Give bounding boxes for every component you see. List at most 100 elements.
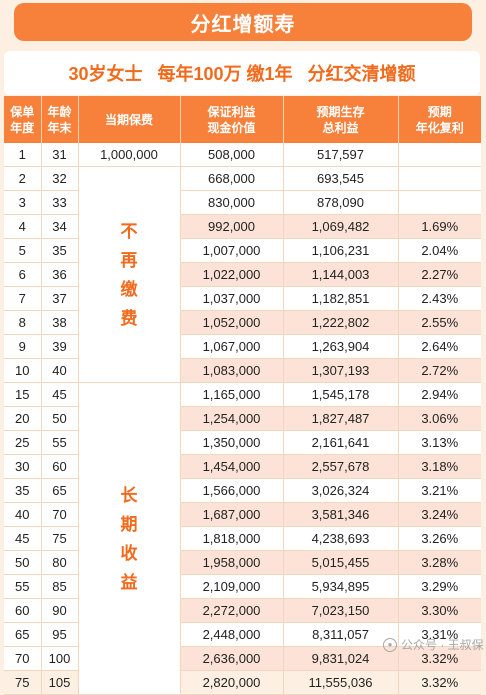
table-row: 30 60 1,454,000 2,557,678 3.18% (4, 454, 481, 479)
cell-cash-value: 2,636,000 (180, 646, 284, 671)
table-row: 15 45 长期收益 1,165,000 1,545,178 2.94% (4, 382, 481, 695)
cell-cash-value: 1,067,000 (180, 334, 284, 359)
cell-year: 75 (4, 670, 42, 695)
cell-age: 100 (41, 646, 79, 671)
cell-age: 80 (41, 550, 79, 575)
cell-annual-rate: 2.64% (398, 334, 481, 359)
cell-year: 55 (4, 574, 42, 599)
cell-survival-total: 2,557,678 (283, 454, 399, 479)
cell-age: 37 (41, 286, 79, 311)
table-row: 70 100 2,636,000 9,831,024 3.32% (4, 646, 481, 671)
cell-survival-total: 1,222,802 (283, 310, 399, 335)
table-row: 6 36 1,022,000 1,144,003 2.27% (4, 262, 481, 287)
cell-year: 7 (4, 286, 42, 311)
cell-cash-value: 1,007,000 (180, 238, 284, 263)
cell-cash-value: 992,000 (180, 214, 284, 239)
cell-year: 40 (4, 502, 42, 527)
cell-survival-total: 3,581,346 (283, 502, 399, 527)
cell-premium: 1,000,000 (78, 143, 181, 167)
table-row: 60 90 2,272,000 7,023,150 3.30% (4, 598, 481, 623)
cell-year: 65 (4, 622, 42, 647)
cell-annual-rate: 3.29% (398, 574, 481, 599)
cell-annual-rate (398, 190, 481, 215)
cell-year: 5 (4, 238, 42, 263)
cell-year: 4 (4, 214, 42, 239)
cell-survival-total: 693,545 (283, 166, 399, 191)
cell-survival-total: 11,555,036 (283, 670, 399, 695)
cell-year: 2 (4, 166, 42, 191)
cell-age: 45 (41, 382, 79, 407)
table-row: 7 37 1,037,000 1,182,851 2.43% (4, 286, 481, 311)
table-row: 45 75 1,818,000 4,238,693 3.26% (4, 526, 481, 551)
cell-age: 90 (41, 598, 79, 623)
cell-annual-rate: 2.04% (398, 238, 481, 263)
cell-year: 30 (4, 454, 42, 479)
cell-cash-value: 2,109,000 (180, 574, 284, 599)
cell-year: 15 (4, 382, 42, 407)
cell-survival-total: 5,934,895 (283, 574, 399, 599)
watermark-text: 公众号 · 王叔保 (401, 638, 484, 652)
table-row: 4 34 992,000 1,069,482 1.69% (4, 214, 481, 239)
cell-annual-rate: 2.94% (398, 382, 481, 407)
vertical-char: 收 (120, 543, 138, 563)
benefit-table: 保单 年度 年龄 年末 当期保费 保证利益 现金价值 预期生存 总利益 预期 年… (4, 96, 481, 695)
cell-cash-value: 1,687,000 (180, 502, 284, 527)
cell-year: 3 (4, 190, 42, 215)
cell-year: 10 (4, 358, 42, 383)
table-row: 35 65 1,566,000 3,026,324 3.21% (4, 478, 481, 503)
cell-year: 60 (4, 598, 42, 623)
header-survival-total: 预期生存 总利益 (283, 96, 399, 143)
cell-survival-total: 1,106,231 (283, 238, 399, 263)
cell-cash-value: 1,052,000 (180, 310, 284, 335)
cell-age: 39 (41, 334, 79, 359)
cell-age: 34 (41, 214, 79, 239)
cell-age: 95 (41, 622, 79, 647)
header-cash-value: 保证利益 现金价值 (180, 96, 284, 143)
cell-survival-total: 4,238,693 (283, 526, 399, 551)
vertical-char: 再 (120, 250, 138, 270)
cell-survival-total: 878,090 (283, 190, 399, 215)
wechat-icon: ● (383, 637, 397, 652)
cell-cash-value: 2,820,000 (180, 670, 284, 695)
header-annual-rate: 预期 年化复利 (398, 96, 481, 143)
cell-year: 20 (4, 406, 42, 431)
cell-annual-rate: 3.21% (398, 478, 481, 503)
header-year: 保单 年度 (4, 96, 42, 143)
cell-survival-total: 5,015,455 (283, 550, 399, 575)
cell-survival-total: 1,263,904 (283, 334, 399, 359)
page-title: 分红增额寿 (14, 3, 472, 41)
cell-age: 40 (41, 358, 79, 383)
cell-cash-value: 1,350,000 (180, 430, 284, 455)
cell-year: 70 (4, 646, 42, 671)
vertical-char: 费 (120, 308, 138, 328)
cell-cash-value: 1,566,000 (180, 478, 284, 503)
header-age: 年龄 年末 (41, 96, 79, 143)
long-term-benefit-cell: 长期收益 (78, 382, 181, 695)
cell-annual-rate: 1.69% (398, 214, 481, 239)
cell-annual-rate: 3.30% (398, 598, 481, 623)
table-row: 75 105 2,820,000 11,555,036 3.32% (4, 670, 481, 695)
cell-annual-rate: 2.72% (398, 358, 481, 383)
cell-annual-rate: 3.13% (398, 430, 481, 455)
watermark: ● 公众号 · 王叔保 (383, 636, 484, 653)
table-row: 10 40 1,083,000 1,307,193 2.72% (4, 358, 481, 383)
cell-age: 32 (41, 166, 79, 191)
table-row: 2 32 不再缴费 668,000 693,545 (4, 166, 481, 383)
table-row: 1 31 1,000,000 508,000 517,597 (4, 143, 481, 167)
cell-age: 65 (41, 478, 79, 503)
cell-year: 8 (4, 310, 42, 335)
cell-cash-value: 1,958,000 (180, 550, 284, 575)
cell-age: 35 (41, 238, 79, 263)
cell-cash-value: 1,818,000 (180, 526, 284, 551)
cell-year: 1 (4, 143, 42, 167)
cell-survival-total: 2,161,641 (283, 430, 399, 455)
vertical-char: 益 (120, 572, 138, 592)
cell-year: 6 (4, 262, 42, 287)
cell-cash-value: 1,022,000 (180, 262, 284, 287)
cell-survival-total: 1,144,003 (283, 262, 399, 287)
plan-subtitle: 30岁女士 每年100万 缴1年 分红交清增额 (4, 51, 480, 95)
cell-survival-total: 1,545,178 (283, 382, 399, 407)
vertical-char: 不 (120, 221, 138, 241)
cell-year: 9 (4, 334, 42, 359)
cell-annual-rate: 3.18% (398, 454, 481, 479)
